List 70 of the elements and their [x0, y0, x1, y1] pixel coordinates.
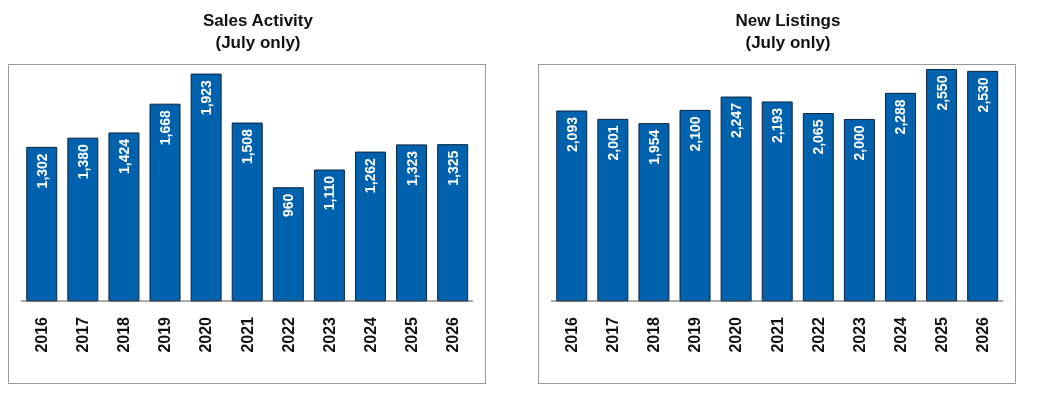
x-tick-label: 2019 [156, 316, 174, 353]
chart-title: New Listings [734, 10, 842, 32]
x-tick-label: 2023 [850, 316, 868, 353]
bar [843, 118, 875, 302]
data-label: 1,954 [645, 129, 662, 165]
bar [149, 103, 181, 302]
x-tick-label: 2020 [727, 316, 745, 353]
x-tick-label: 2017 [74, 316, 92, 353]
bar [67, 137, 99, 302]
data-label: 2,001 [604, 125, 621, 161]
data-label: 2,530 [974, 77, 991, 113]
data-label: 1,508 [239, 128, 256, 165]
data-label: 2,288 [892, 99, 909, 135]
bar [884, 92, 916, 302]
x-tick-label: 2022 [809, 316, 827, 353]
bar [679, 109, 711, 302]
bar [396, 144, 428, 302]
data-label: 1,668 [157, 109, 174, 146]
x-tick-label: 2018 [645, 316, 663, 353]
x-tick-label: 2025 [402, 316, 420, 353]
x-tick-label: 2021 [238, 316, 256, 353]
x-tick-label: 2024 [891, 316, 909, 353]
chart-subtitle: (July only) [744, 32, 832, 54]
data-label: 1,325 [444, 150, 461, 186]
data-label: 1,323 [403, 150, 420, 186]
bar [313, 169, 345, 302]
data-label: 1,110 [321, 175, 338, 211]
x-tick-label: 2019 [686, 316, 704, 353]
bar [761, 101, 793, 302]
data-label: 1,262 [362, 157, 379, 194]
data-label: 2,093 [563, 116, 580, 153]
data-label: 960 [280, 193, 297, 218]
bar [720, 96, 752, 302]
data-label: 2,193 [769, 107, 786, 143]
data-label: 1,923 [198, 79, 215, 116]
x-tick-label: 2021 [768, 316, 786, 353]
data-label: 2,100 [687, 116, 704, 152]
bar [967, 70, 999, 302]
bar [108, 132, 140, 302]
bar [190, 73, 222, 302]
data-label: 2,000 [851, 125, 868, 161]
data-label: 2,247 [728, 102, 745, 139]
bar [638, 123, 670, 302]
x-tick-label: 2026 [443, 316, 461, 353]
data-label: 1,380 [74, 143, 91, 180]
x-tick-label: 2018 [115, 316, 133, 353]
x-tick-label: 2020 [197, 316, 215, 353]
x-tick-label: 2022 [279, 316, 297, 353]
x-tick-label: 2025 [932, 316, 950, 353]
x-tick-label: 2026 [973, 316, 991, 353]
x-tick-label: 2016 [563, 316, 581, 353]
data-label: 1,302 [33, 153, 50, 189]
bar [802, 113, 834, 302]
x-tick-label: 2024 [361, 316, 379, 353]
bar [556, 110, 588, 302]
bar [231, 122, 263, 302]
bar [26, 146, 58, 302]
data-label: 2,065 [810, 119, 827, 155]
bar [272, 187, 304, 302]
bar [597, 118, 629, 302]
chart-subtitle: (July only) [214, 32, 302, 54]
bar [354, 151, 386, 302]
bar [926, 69, 958, 302]
x-tick-label: 2016 [33, 316, 51, 353]
x-tick-label: 2017 [604, 316, 622, 353]
x-tick-label: 2023 [320, 316, 338, 353]
data-label: 2,550 [933, 75, 950, 111]
data-label: 1,424 [115, 138, 132, 175]
bar [437, 144, 469, 302]
chart-title: Sales Activity [202, 10, 314, 32]
